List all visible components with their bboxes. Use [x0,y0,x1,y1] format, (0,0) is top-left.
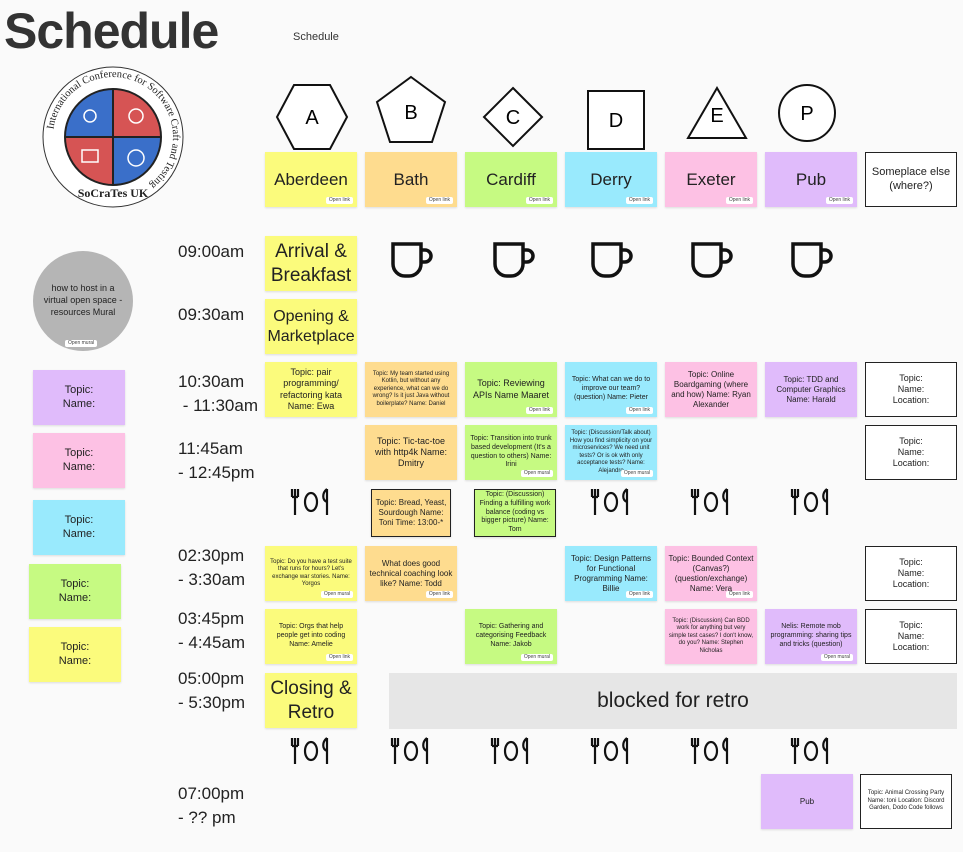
session-cardiff-1030[interactable]: Topic: Reviewing APIs Name Maaret Open li… [465,362,557,417]
svg-text:E: E [710,105,723,127]
page-subtitle: Schedule [293,31,339,43]
open-mural-button[interactable]: Open mural [820,654,853,661]
room-pub[interactable]: Pub Open link [765,152,857,207]
room-a-hexagon-icon: A [275,84,349,150]
session-someplace-1145[interactable]: Topic: Name: Location: [865,425,957,480]
open-link-button[interactable]: Open link [625,407,653,414]
cutlery-icon [390,737,429,764]
logo-bottom-text: SoCraTes UK [78,186,149,200]
svg-text:A: A [305,107,319,129]
template-note-yellow[interactable]: Topic: Name: [29,627,121,682]
coffee-cup-icon [493,242,535,278]
session-derry-1030[interactable]: Topic: What can we do to improve our tea… [565,362,657,417]
cutlery-icon [690,488,729,515]
session-pub-1545[interactable]: Nelis: Remote mob programming: sharing t… [765,609,857,664]
open-link-button[interactable]: Open link [825,197,853,204]
room-someplace-else[interactable]: Someplace else (where?) [865,152,957,207]
open-link-button[interactable]: Open link [525,407,553,414]
open-mural-button[interactable]: Open mural [620,470,653,477]
open-mural-button[interactable]: Open mural [320,591,353,598]
svg-text:D: D [609,110,623,132]
evening-pub-note[interactable]: Pub [761,774,853,829]
session-bath-1430[interactable]: What does good technical coaching look l… [365,546,457,601]
template-note-green[interactable]: Topic: Name: [29,564,121,619]
blocked-for-retro: blocked for retro [389,673,957,729]
svg-text:C: C [506,107,520,129]
coffee-cup-icon [791,242,833,278]
svg-text:P: P [800,103,813,125]
cutlery-icon [590,488,629,515]
cutlery-icon [290,488,329,515]
session-exeter-1545[interactable]: Topic: (Discussion) Can BDD work for any… [665,609,757,664]
open-link-button[interactable]: Open link [325,197,353,204]
time-slot-1545: 03:45pm - 4:45am [178,609,246,652]
time-slot-1700: 05:00pm - 5:30pm [178,669,246,712]
template-note-purple[interactable]: Topic: Name: [33,370,125,425]
cutlery-icon [790,488,829,515]
cutlery-icon [690,737,729,764]
open-mural-button[interactable]: Open mural [65,340,98,347]
session-someplace-1545[interactable]: Topic: Name: Location: [865,609,957,664]
coffee-cup-icon [391,242,433,278]
open-mural-button[interactable]: Open mural [520,654,553,661]
open-link-button[interactable]: Open link [425,591,453,598]
room-aberdeen[interactable]: Aberdeen Open link [265,152,357,207]
template-note-pink[interactable]: Topic: Name: [33,433,125,488]
room-b-pentagon-icon: B [375,75,447,143]
session-bath-lunch[interactable]: Topic: Bread, Yeast, Sourdough Name: Ton… [371,489,451,537]
room-cardiff[interactable]: Cardiff Open link [465,152,557,207]
time-slot-1430: 02:30pm - 3:30am [178,546,246,589]
room-derry[interactable]: Derry Open link [565,152,657,207]
room-e-triangle-icon: E [686,86,748,139]
open-link-button[interactable]: Open link [625,591,653,598]
time-slot-0900: 09:00am [178,242,245,261]
svg-text:B: B [404,102,417,124]
open-link-button[interactable]: Open link [625,197,653,204]
evening-someplace-note[interactable]: Topic: Animal Crossing Party Name: toni … [860,774,952,829]
cutlery-icon [790,737,829,764]
time-slot-1030: 10:30am - 11:30am [178,372,259,415]
cutlery-icon [290,737,329,764]
session-pub-1030[interactable]: Topic: TDD and Computer Graphics Name: H… [765,362,857,417]
open-link-button[interactable]: Open link [725,591,753,598]
arrival-breakfast-note: Arrival & Breakfast [265,236,357,291]
template-note-cyan[interactable]: Topic: Name: [33,500,125,555]
session-cardiff-lunch[interactable]: Topic: (Discussion) Finding a fulfilling… [474,489,556,537]
closing-retro-note: Closing & Retro [265,673,357,728]
open-link-button[interactable]: Open link [325,654,353,661]
session-aberdeen-1545[interactable]: Topic: Orgs that help people get into co… [265,609,357,664]
open-link-button[interactable]: Open link [525,197,553,204]
cutlery-icon [490,737,529,764]
time-slot-1900: 07:00pm - ?? pm [178,784,245,827]
session-exeter-1430[interactable]: Topic: Bounded Context (Canvas?) (questi… [665,546,757,601]
session-cardiff-1145[interactable]: Topic: Transition into trunk based devel… [465,425,557,480]
time-slot-0930: 09:30am [178,305,245,324]
room-bath[interactable]: Bath Open link [365,152,457,207]
open-mural-button[interactable]: Open mural [520,470,553,477]
session-someplace-1030[interactable]: Topic: Name: Location: [865,362,957,417]
room-d-square-icon: D [587,90,645,150]
session-exeter-1030[interactable]: Topic: Online Boardgaming (where and how… [665,362,757,417]
time-slot-1145: 11:45am - 12:45pm [178,439,255,482]
room-c-diamond-icon: C [482,86,544,148]
cutlery-icon [590,737,629,764]
room-p-circle-icon: P [778,84,836,142]
open-link-button[interactable]: Open link [725,197,753,204]
coffee-cup-icon [591,242,633,278]
room-exeter[interactable]: Exeter Open link [665,152,757,207]
session-aberdeen-1030[interactable]: Topic: pair programming/ refactoring kat… [265,362,357,417]
session-derry-1430[interactable]: Topic: Design Patterns for Functional Pr… [565,546,657,601]
session-bath-1030[interactable]: Topic: My team started using Kotlin, but… [365,362,457,417]
session-someplace-1430[interactable]: Topic: Name: Location: [865,546,957,601]
session-derry-1145[interactable]: Topic: (Discussion/Talk about) How you f… [565,425,657,480]
session-cardiff-1545[interactable]: Topic: Gathering and categorising Feedba… [465,609,557,664]
session-bath-1145[interactable]: Topic: Tic-tac-toe with http4k Name: Dmi… [365,425,457,480]
page-title: Schedule [4,3,219,59]
socrates-logo: International Conference for Software Cr… [42,66,184,208]
opening-marketplace-note: Opening & Marketplace [265,299,357,354]
session-aberdeen-1430[interactable]: Topic: Do you have a test suite that run… [265,546,357,601]
open-link-button[interactable]: Open link [425,197,453,204]
resources-mural-link[interactable]: how to host in a virtual open space - re… [33,251,133,351]
coffee-cup-icon [691,242,733,278]
